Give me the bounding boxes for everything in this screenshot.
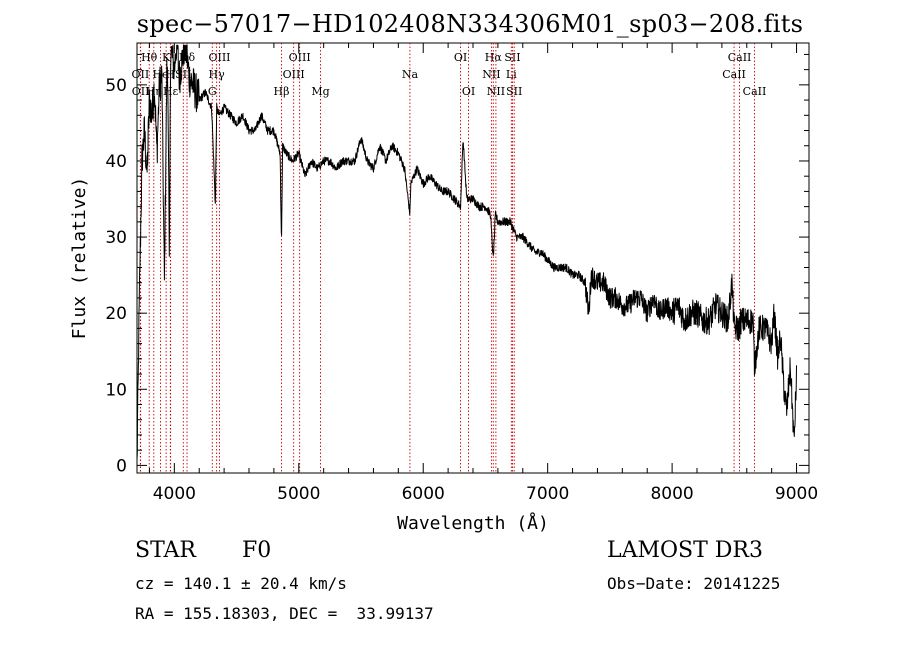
y-tick-label: 30 [105,228,127,248]
x-tick-label: 9000 [775,484,818,504]
object-class: STAR [135,538,196,563]
line-label: SII [506,85,522,98]
line-label: Na [402,68,419,81]
spectrum-line [136,44,797,460]
line-label: Hβ [274,85,290,98]
line-label: OIII [283,68,305,81]
line-label: OIII [289,51,311,64]
line-label: Hθ [141,51,158,64]
x-tick-label: 8000 [650,484,693,504]
chart-title: spec−57017−HD102408N334306M01_sp03−208.f… [137,10,804,38]
line-label: CaII [722,68,746,81]
line-label: SII [504,51,520,64]
line-label: OII [132,85,150,98]
line-label: NII [482,68,500,81]
survey-label: LAMOST DR3 [607,538,763,563]
object-subclass: F0 [242,538,272,563]
line-label: Hγ [209,68,226,81]
x-tick-label: 5000 [277,484,320,504]
x-tick-label: 7000 [526,484,569,504]
y-tick-label: 50 [105,76,127,96]
line-label: Hα [485,51,503,64]
line-label: OI [454,51,467,64]
plot-frame [136,42,810,474]
y-tick-label: 20 [105,304,127,324]
y-tick-label: 40 [105,152,127,172]
line-label: OI [462,85,475,98]
line-label: OIII [208,51,230,64]
line-label: Li [506,68,517,81]
line-label: CaII [743,85,767,98]
y-tick-label: 10 [105,380,127,400]
line-label: G [208,85,217,98]
x-tick-label: 6000 [402,484,445,504]
coordinates-label: RA = 155.18303, DEC = 33.99137 [135,604,434,623]
redshift-label: cz = 140.1 ± 20.4 km/s [135,574,347,593]
obs-date-label: Obs−Date: 20141225 [607,574,781,593]
line-label: Mg [311,85,329,98]
x-tick-label: 4000 [153,484,196,504]
y-axis-label: Flux (relative) [69,177,90,340]
line-label: CaII [728,51,752,64]
y-tick-label: 0 [116,456,127,476]
x-axis-label: Wavelength (Å) [397,512,549,534]
line-label: NII [487,85,505,98]
